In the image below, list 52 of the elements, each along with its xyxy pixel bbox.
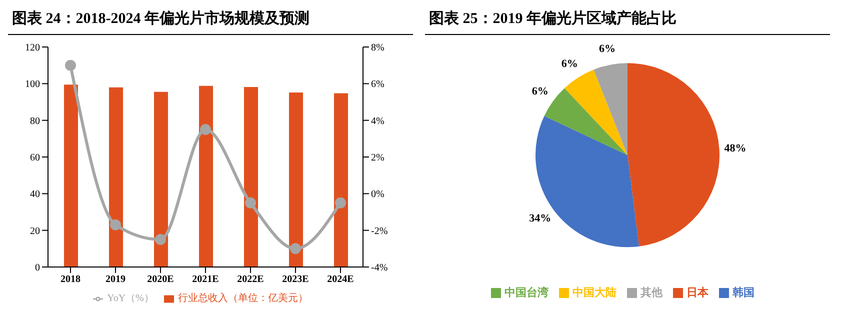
bar — [334, 93, 348, 267]
x-tick-label: 2019 — [106, 274, 126, 286]
legend-label: 日本 — [686, 287, 708, 299]
y2-tick-label: 6% — [371, 79, 384, 90]
y2-tick-label: 0% — [371, 189, 384, 200]
chart-title: 图表 25：2019 年偏光片区域产能占比 — [425, 8, 830, 35]
point — [335, 197, 346, 208]
data-label: 6% — [599, 43, 616, 56]
legend-label: 其他 — [640, 287, 662, 299]
x-tick-label: 2018 — [60, 274, 80, 286]
y2-tick-label: -4% — [371, 262, 388, 274]
data-label: 34% — [529, 212, 552, 225]
data-label: 6% — [561, 58, 578, 70]
point — [155, 234, 166, 245]
bar — [154, 92, 168, 267]
legend-label: 中国台湾 — [504, 287, 548, 299]
y-tick-label: 40 — [30, 189, 40, 200]
pie-slice — [594, 63, 628, 156]
bar — [244, 86, 258, 267]
y2-tick-label: 2% — [371, 152, 384, 164]
y-tick-label: 80 — [30, 116, 40, 127]
legend-label: YoY（%） — [107, 293, 154, 304]
chart-title: 图表 24：2018-2024 年偏光片市场规模及预测 — [8, 8, 413, 35]
x-tick-label: 2022E — [237, 274, 264, 286]
y-tick-label: 20 — [30, 226, 40, 237]
bar — [64, 84, 78, 267]
bar — [289, 92, 303, 267]
x-tick-label: 2024E — [327, 274, 354, 286]
bar — [109, 87, 123, 267]
data-label: 6% — [532, 86, 548, 98]
point — [110, 219, 121, 230]
bar — [199, 86, 213, 267]
y-tick-label: 120 — [25, 42, 40, 54]
y2-tick-label: -2% — [371, 226, 388, 237]
pie-slice — [564, 70, 628, 156]
point — [290, 243, 301, 254]
x-tick-label: 2023E — [282, 274, 310, 286]
point — [245, 197, 256, 208]
point — [200, 124, 211, 135]
y-tick-label: 60 — [30, 152, 40, 164]
y-tick-label: 100 — [25, 79, 40, 90]
point — [65, 60, 76, 71]
y2-tick-label: 4% — [371, 116, 384, 127]
y-tick-label: 0 — [35, 262, 40, 274]
data-label: 48% — [724, 142, 746, 154]
x-tick-label: 2020E — [147, 274, 174, 286]
pie-slice — [628, 63, 720, 246]
legend-label: 韩国 — [732, 287, 754, 299]
x-tick-label: 2021E — [192, 274, 220, 286]
legend-label: 中国大陆 — [572, 287, 616, 299]
legend-label: 行业总收入（单位：亿美元） — [178, 293, 308, 304]
y2-tick-label: 8% — [371, 42, 384, 54]
